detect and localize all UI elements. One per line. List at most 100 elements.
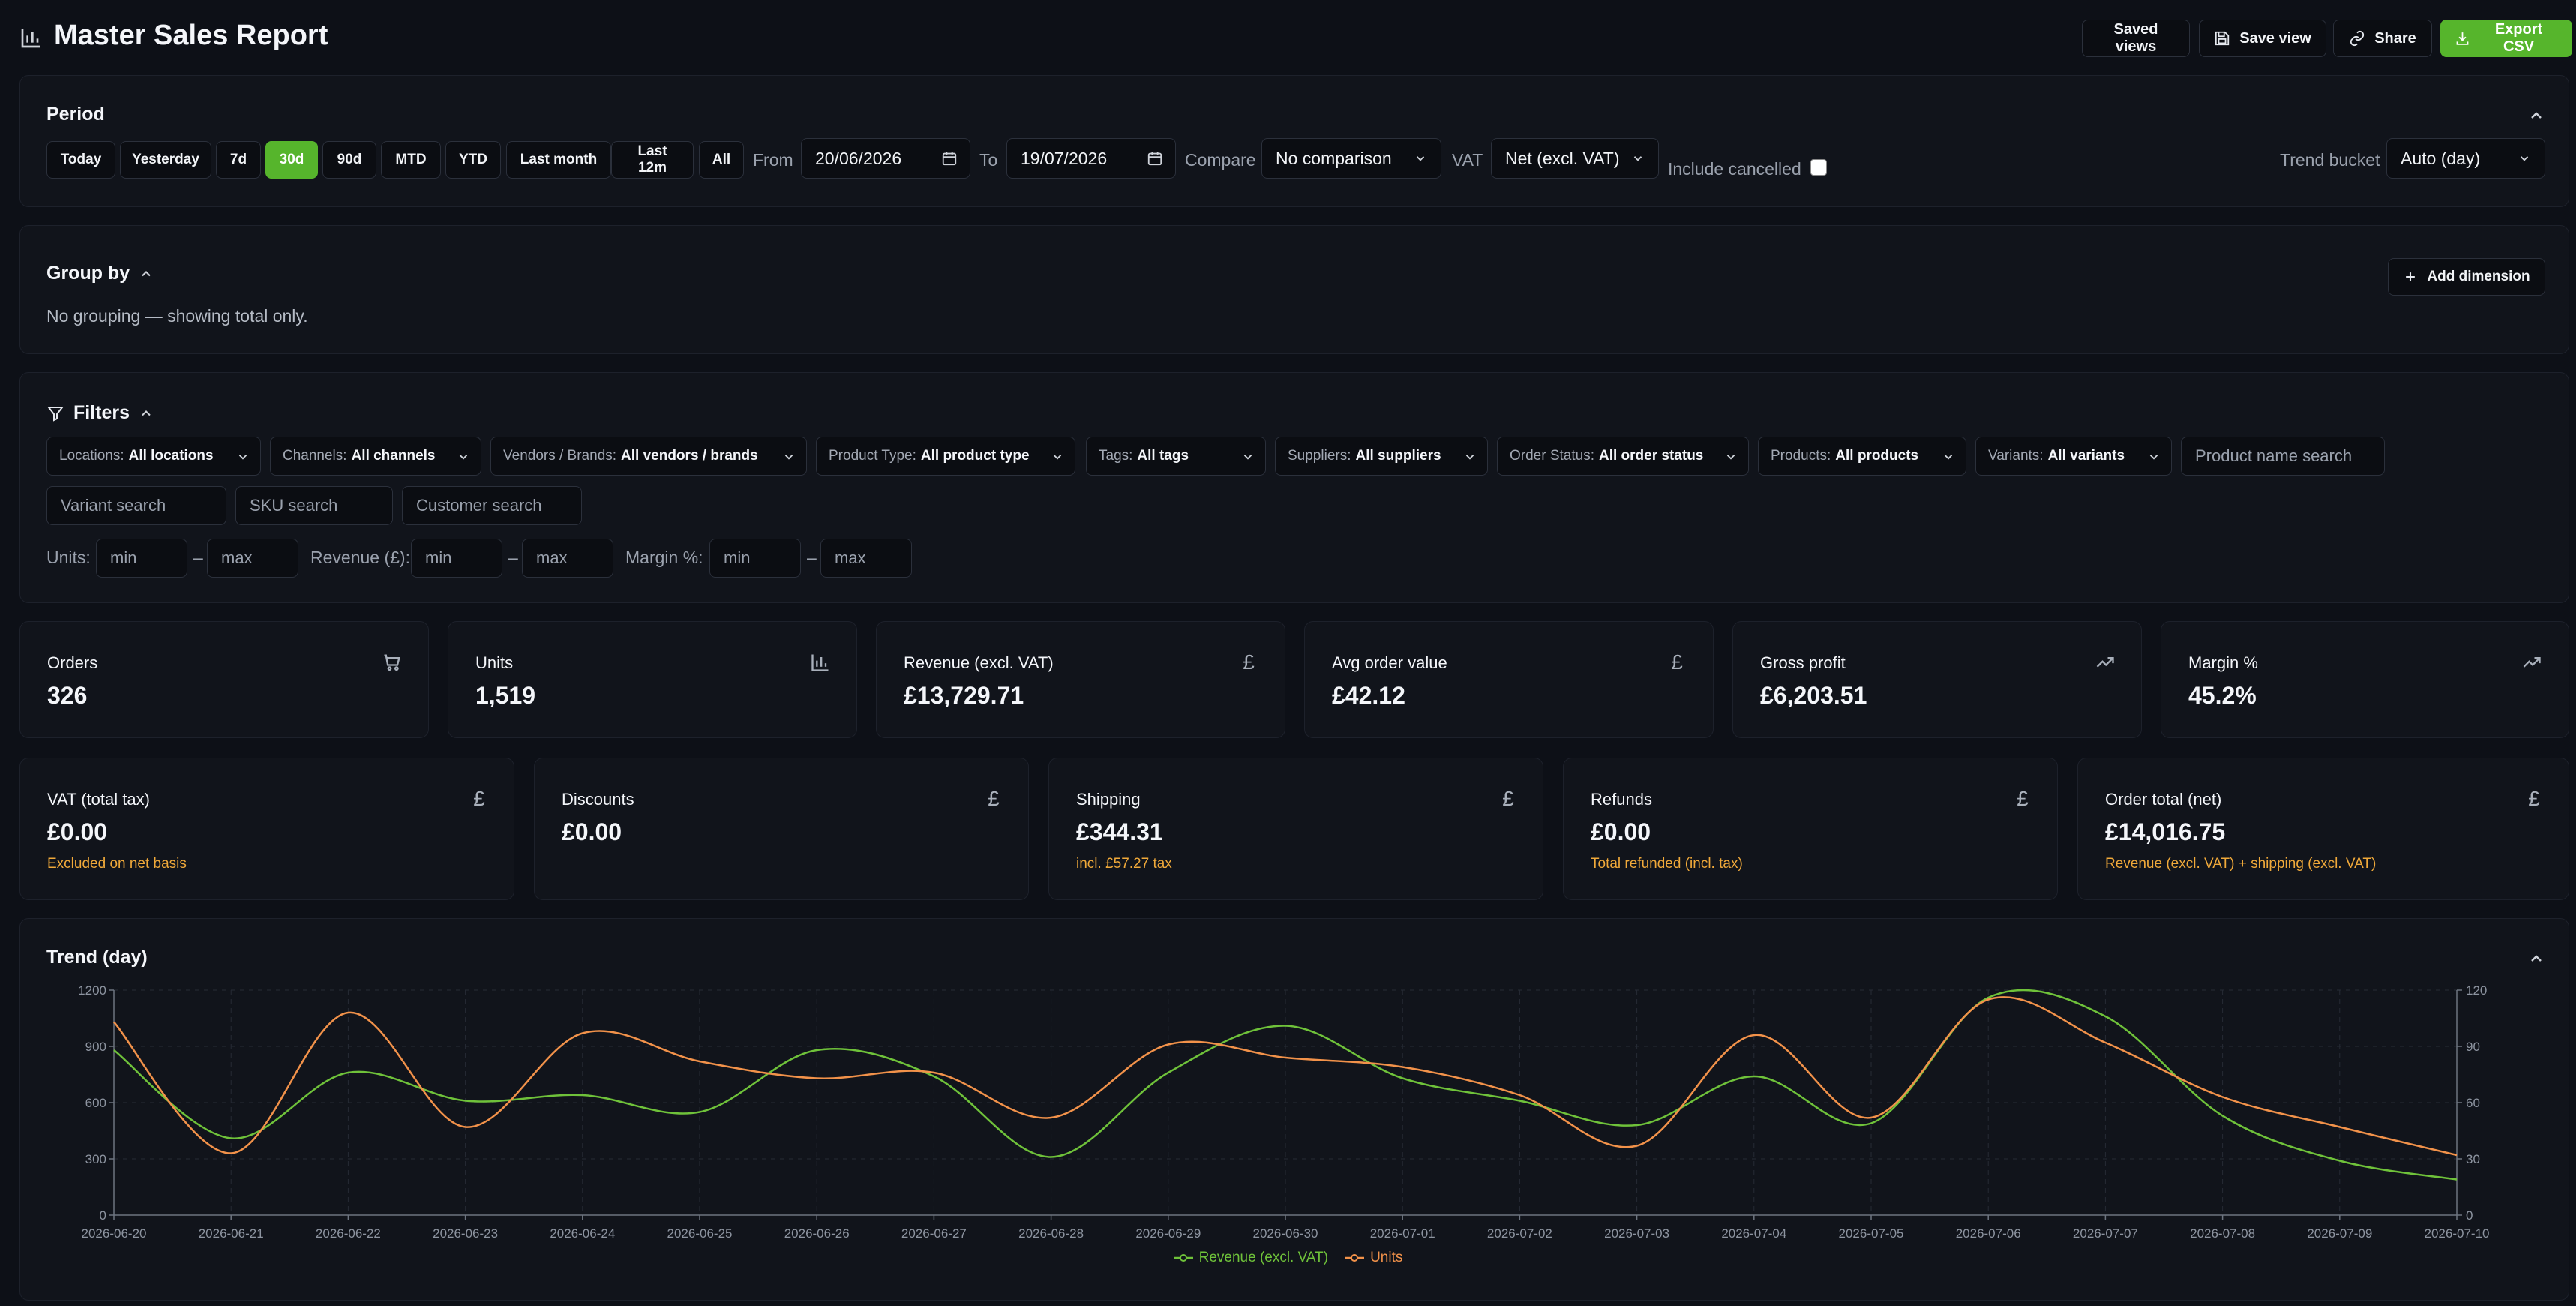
filter-value: All vendors / brands bbox=[621, 448, 758, 464]
units-min-input[interactable] bbox=[96, 539, 187, 578]
filter-products[interactable]: Products: All products bbox=[1758, 437, 1966, 476]
range-dash: – bbox=[193, 548, 203, 567]
include-cancelled-checkbox[interactable] bbox=[1810, 159, 1827, 176]
chevron-down-icon bbox=[1944, 455, 1953, 460]
kpi-label: Units bbox=[475, 653, 514, 672]
vat-select[interactable]: Net (excl. VAT) bbox=[1491, 138, 1659, 179]
period-7d-button[interactable]: 7d bbox=[216, 141, 261, 179]
page-title: Master Sales Report bbox=[54, 20, 328, 51]
revenue-min-input[interactable] bbox=[411, 539, 502, 578]
x-tick-label: 2026-07-04 bbox=[1721, 1226, 1786, 1241]
kpi-card-discounts: Discounts £0.00 £ bbox=[534, 758, 1029, 900]
revenue-max-input[interactable] bbox=[522, 539, 613, 578]
filter-key: Products: bbox=[1771, 448, 1831, 464]
filter-order-status[interactable]: Order Status: All order status bbox=[1497, 437, 1749, 476]
x-tick-label: 2026-07-05 bbox=[1839, 1226, 1904, 1241]
series-line-units bbox=[113, 996, 2458, 1157]
share-button[interactable]: Share bbox=[2333, 20, 2432, 57]
range-dash: – bbox=[807, 548, 817, 567]
margin-min-input[interactable] bbox=[709, 539, 801, 578]
product-name-search-input[interactable] bbox=[2181, 437, 2385, 476]
bar-chart-icon bbox=[21, 29, 40, 48]
kpi-card-gross-profit: Gross profit £6,203.51 bbox=[1732, 621, 2142, 738]
period-today-button[interactable]: Today bbox=[46, 141, 115, 179]
sku-search-input[interactable] bbox=[235, 486, 393, 525]
period-last-month-button[interactable]: Last month bbox=[506, 141, 611, 179]
add-dimension-button[interactable]: Add dimension bbox=[2388, 258, 2545, 296]
y-right-tick-label: 0 bbox=[2466, 1208, 2473, 1223]
add-dimension-label: Add dimension bbox=[2427, 269, 2530, 284]
chevron-down-icon bbox=[2149, 455, 2158, 460]
y-right-tick-label: 30 bbox=[2466, 1152, 2480, 1166]
x-tick-label: 2026-06-28 bbox=[1018, 1226, 1084, 1241]
filter-key: Channels: bbox=[283, 448, 347, 464]
chevron-down-icon bbox=[459, 455, 468, 460]
vat-label: VAT bbox=[1452, 150, 1483, 170]
group-by-panel bbox=[19, 225, 2569, 354]
period-ytd-button[interactable]: YTD bbox=[445, 141, 501, 179]
export-csv-button[interactable]: Export CSV bbox=[2440, 20, 2572, 57]
units-max-input[interactable] bbox=[207, 539, 298, 578]
legend-label-units: Units bbox=[1370, 1250, 1403, 1265]
y-right-tick-label: 120 bbox=[2466, 983, 2487, 998]
chevron-down-icon bbox=[238, 455, 247, 460]
trend-title: Trend (day) bbox=[46, 947, 148, 968]
filter-suppliers[interactable]: Suppliers: All suppliers bbox=[1275, 437, 1488, 476]
kpi-label: Shipping bbox=[1076, 790, 1141, 809]
filters-header[interactable]: Filters bbox=[46, 402, 154, 424]
x-tick-label: 2026-06-25 bbox=[667, 1226, 733, 1241]
filter-key: Product Type: bbox=[829, 448, 916, 464]
trend-bucket-select[interactable]: Auto (day) bbox=[2386, 138, 2545, 179]
period-yesterday-button[interactable]: Yesterday bbox=[120, 141, 211, 179]
filters-panel bbox=[19, 372, 2569, 603]
filter-variants[interactable]: Variants: All variants bbox=[1975, 437, 2172, 476]
kpi-label: VAT (total tax) bbox=[47, 790, 150, 809]
group-by-empty-text: No grouping — showing total only. bbox=[46, 306, 308, 326]
kpi-label: Refunds bbox=[1591, 790, 1652, 809]
filter-vendors[interactable]: Vendors / Brands: All vendors / brands bbox=[490, 437, 807, 476]
filter-value: All product type bbox=[920, 448, 1030, 464]
filter-channels[interactable]: Channels: All channels bbox=[270, 437, 481, 476]
download-icon bbox=[2456, 32, 2469, 45]
chevron-up-icon[interactable] bbox=[2527, 950, 2545, 968]
customer-search-input[interactable] bbox=[402, 486, 582, 525]
legend-item-units[interactable]: Units bbox=[1345, 1250, 1402, 1266]
to-date-field[interactable]: 19/07/2026 bbox=[1006, 138, 1176, 179]
chevron-up-icon[interactable] bbox=[2527, 107, 2545, 125]
from-date-field[interactable]: 20/06/2026 bbox=[801, 138, 970, 179]
period-mtd-button[interactable]: MTD bbox=[381, 141, 441, 179]
compare-select[interactable]: No comparison bbox=[1261, 138, 1441, 179]
y-left-tick-label: 900 bbox=[85, 1040, 106, 1054]
filter-value: All tags bbox=[1137, 448, 1189, 464]
filter-locations[interactable]: Locations: All locations bbox=[46, 437, 261, 476]
kpi-card-revenue: Revenue (excl. VAT) £13,729.71 £ bbox=[876, 621, 1285, 738]
trend-panel bbox=[19, 918, 2569, 1301]
filter-tags[interactable]: Tags: All tags bbox=[1086, 437, 1266, 476]
vat-value: Net (excl. VAT) bbox=[1505, 148, 1620, 168]
legend-swatch-units bbox=[1345, 1254, 1365, 1262]
margin-max-input[interactable] bbox=[820, 539, 912, 578]
pound-icon: £ bbox=[2017, 787, 2029, 810]
filter-icon bbox=[46, 406, 64, 422]
x-tick-label: 2026-07-03 bbox=[1604, 1226, 1669, 1241]
variant-search-input[interactable] bbox=[46, 486, 226, 525]
x-tick-label: 2026-06-24 bbox=[550, 1226, 615, 1241]
filters-title: Filters bbox=[73, 402, 130, 423]
kpi-value: £42.12 bbox=[1332, 682, 1405, 709]
x-tick-label: 2026-06-26 bbox=[784, 1226, 850, 1241]
period-30d-button[interactable]: 30d bbox=[265, 141, 318, 179]
filter-product-type[interactable]: Product Type: All product type bbox=[816, 437, 1075, 476]
header: Master Sales Report Saved views Save vie… bbox=[0, 0, 2576, 75]
kpi-label: Margin % bbox=[2188, 653, 2258, 672]
save-view-button[interactable]: Save view bbox=[2199, 20, 2326, 57]
period-all-button[interactable]: All bbox=[699, 141, 744, 179]
saved-views-button[interactable]: Saved views bbox=[2082, 20, 2190, 57]
legend-item-revenue[interactable]: Revenue (excl. VAT) bbox=[1173, 1250, 1328, 1266]
margin-range-label: Margin %: bbox=[625, 548, 703, 567]
period-90d-button[interactable]: 90d bbox=[322, 141, 376, 179]
from-label: From bbox=[753, 150, 793, 170]
group-by-header[interactable]: Group by bbox=[46, 263, 154, 284]
kpi-label: Order total (net) bbox=[2105, 790, 2222, 809]
saved-views-label: Saved views bbox=[2113, 21, 2158, 55]
period-last-12m-button[interactable]: Last 12m bbox=[611, 141, 694, 179]
